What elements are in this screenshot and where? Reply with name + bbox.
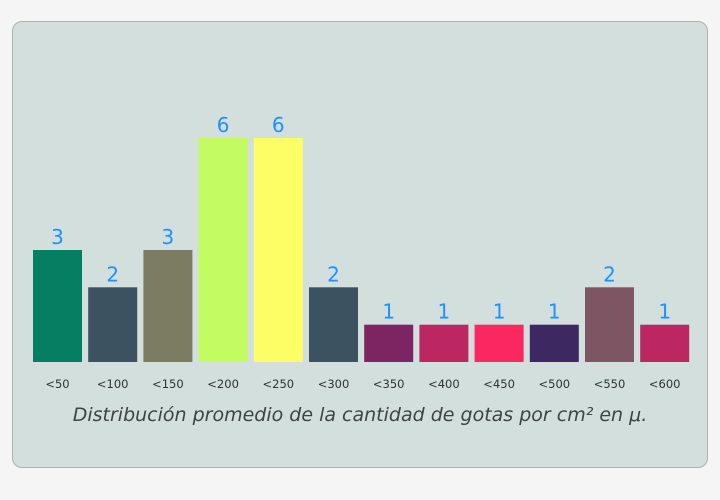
x-tick-label: <150 [152, 377, 184, 391]
bar-<500 [529, 324, 579, 362]
bar-value-label: 1 [438, 300, 451, 324]
bar-<250 [253, 138, 303, 362]
bar-value-label: 1 [493, 300, 506, 324]
x-tick-label: <200 [207, 377, 239, 391]
x-tick-label: <50 [45, 377, 69, 391]
x-tick-label: <400 [428, 377, 460, 391]
bar-value-label: 1 [382, 300, 395, 324]
bar-value-label: 3 [51, 225, 64, 249]
bar-value-label: 3 [162, 225, 175, 249]
bar-<100 [88, 287, 138, 362]
bar-value-label: 2 [106, 262, 119, 286]
chart-title: Distribución promedio de la cantidad de … [72, 404, 648, 426]
bar-value-label: 1 [658, 300, 671, 324]
x-tick-label: <350 [373, 377, 405, 391]
bar-value-label: 2 [327, 262, 340, 286]
bar-<300 [309, 287, 358, 362]
bar-<400 [419, 324, 469, 362]
bar-<600 [640, 324, 690, 362]
x-tick-label: <500 [539, 377, 571, 391]
chart-card [12, 21, 708, 468]
x-tick-label: <600 [649, 377, 681, 391]
x-tick-label: <550 [594, 377, 626, 391]
bar-<50 [33, 250, 82, 362]
bar-<550 [585, 287, 634, 362]
bar-value-label: 2 [603, 262, 616, 286]
bar-value-label: 6 [217, 113, 230, 137]
x-tick-label: <300 [318, 377, 350, 391]
x-tick-label: <100 [97, 377, 129, 391]
bar-value-label: 1 [548, 300, 561, 324]
bar-<350 [364, 324, 414, 362]
x-tick-label: <250 [263, 377, 295, 391]
x-tick-label: <450 [483, 377, 515, 391]
bar-<450 [474, 324, 524, 362]
bar-<150 [143, 250, 193, 362]
bar-value-label: 6 [272, 113, 285, 137]
bar-<200 [198, 138, 248, 362]
